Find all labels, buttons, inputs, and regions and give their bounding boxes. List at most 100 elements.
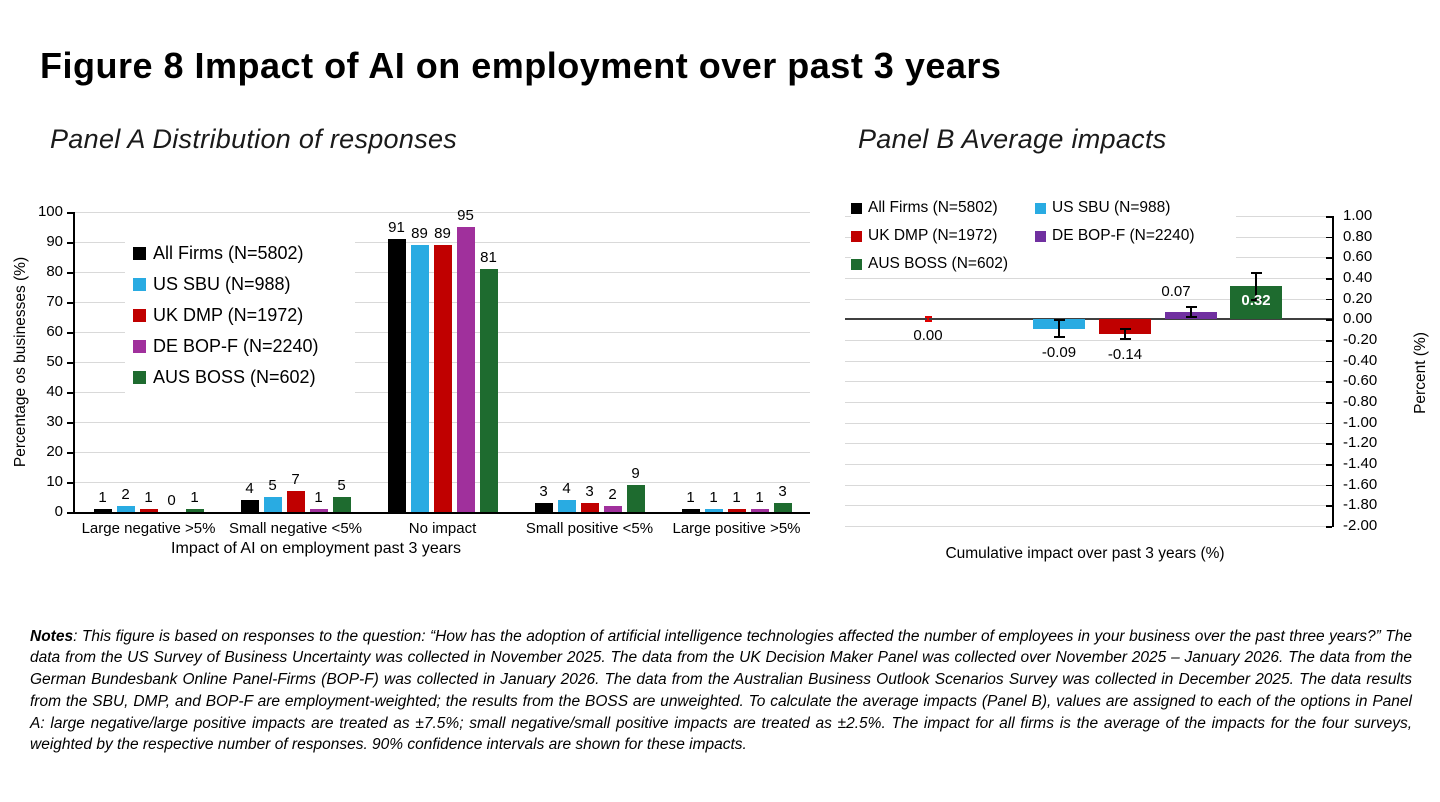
y-tick-label: -1.20 (1343, 434, 1378, 452)
bar (704, 509, 723, 512)
error-bar-cap (1250, 298, 1262, 301)
grid-line (845, 298, 1332, 300)
bar-value-label: 1 (144, 489, 153, 506)
legend-label: AUS BOSS (N=602) (153, 367, 316, 387)
bar-value-label: 7 (291, 471, 300, 488)
bar (332, 497, 351, 512)
panel-a-chart: 0 10 20 30 40 50 60 70 80 90 100 1 4 91 3 1 2 5 89 4 1 1 7 89 3 1… (38, 203, 810, 537)
bar-value-label: 5 (337, 477, 346, 494)
y-tick-label: -0.60 (1343, 372, 1378, 390)
y-tick-label: 20 (46, 443, 63, 460)
bar-value-label: 0.32 (1241, 292, 1271, 310)
y-tick-label: -0.80 (1343, 393, 1378, 410)
grid-line (845, 526, 1332, 527)
y-axis-tick (67, 302, 73, 304)
legend-item: US SBU (N=988) (133, 269, 355, 300)
y-axis-tick (67, 332, 73, 334)
grid-line (845, 484, 1332, 486)
y-axis-tick (67, 452, 73, 454)
bar-value-label: 3 (778, 483, 787, 500)
bar-value-label: 2 (608, 486, 617, 503)
y-axis-tick (1326, 216, 1332, 218)
panel-b-heading: Panel B Average impacts (858, 124, 1167, 154)
legend-label: DE BOP-F (N=2240) (1052, 227, 1195, 244)
grid-line (845, 340, 1332, 341)
y-axis-tick (1326, 505, 1332, 507)
y-tick-label: 50 (46, 353, 63, 370)
category-label: Small positive <5% (525, 520, 654, 537)
y-tick-label: 70 (46, 293, 63, 310)
legend-label: AUS BOSS (N=602) (868, 255, 1008, 272)
legend-label: All Firms (N=5802) (153, 243, 304, 263)
y-axis-tick (1326, 422, 1332, 425)
legend-label: DE BOP-F (N=2240) (153, 336, 319, 356)
legend-label: US SBU (N=988) (1052, 199, 1171, 216)
bar (240, 500, 259, 512)
bar (433, 245, 452, 512)
bar-value-label: 1 (686, 489, 695, 506)
bar (681, 509, 700, 512)
legend-item: All Firms (N=5802) (133, 238, 355, 269)
y-tick-label: -0.40 (1343, 351, 1378, 369)
bar-value-label: 4 (562, 480, 571, 497)
bar-value-label: 1 (755, 489, 764, 506)
bar (286, 491, 305, 512)
legend-item: UK DMP (N=1972) (133, 300, 355, 331)
bar (309, 509, 328, 512)
bar-value-label: 5 (268, 477, 277, 494)
category-label: Large negative >5% (81, 520, 216, 537)
bar (750, 509, 769, 512)
panel-a-x-axis-title: Impact of AI on employment past 3 years (171, 540, 461, 557)
y-axis-tick (1326, 526, 1332, 528)
bar (626, 485, 645, 512)
legend-swatch (133, 340, 146, 353)
legend-item: US SBU (N=988) (1035, 194, 1170, 222)
bar (1099, 319, 1151, 334)
error-bar-cap (1053, 335, 1065, 338)
legend-item: UK DMP (N=1972) (851, 222, 997, 250)
grid-line (75, 212, 810, 213)
figure-title: Figure 8 Impact of AI on employment over… (40, 45, 1002, 86)
bar-value-label: 89 (434, 225, 451, 242)
bar-value-label: 0.07 (1161, 282, 1191, 300)
error-bar-cap (1185, 316, 1197, 319)
y-tick-label: 30 (46, 413, 63, 430)
error-bar-line (1124, 328, 1126, 339)
legend-swatch (133, 309, 146, 322)
y-axis-tick (67, 272, 73, 274)
y-axis-tick (1326, 381, 1332, 383)
bar-value-label: 89 (411, 225, 428, 242)
y-tick-label: 10 (46, 473, 63, 490)
y-tick-label: -1.60 (1343, 475, 1378, 493)
error-bar-cap (1119, 337, 1131, 340)
y-axis-tick (67, 422, 73, 424)
error-bar-line (1058, 320, 1060, 337)
zero-axis-line (845, 318, 1332, 321)
panel-b-chart: 1.00 0.80 0.60 0.40 0.20 0.00 -0.20 -0.40 -0.60 -… (845, 194, 1377, 534)
bar (773, 503, 792, 512)
error-bar-line (1255, 272, 1257, 300)
error-bar-cap (1053, 319, 1065, 322)
legend-label: UK DMP (N=1972) (868, 227, 998, 244)
bar (410, 245, 429, 512)
y-axis-tick (67, 242, 73, 244)
bar-value-label: -0.09 (1041, 343, 1077, 361)
bar (479, 269, 498, 512)
y-tick-label: 80 (46, 263, 63, 280)
error-bar-cap (924, 316, 932, 319)
y-tick-label: 40 (46, 383, 63, 400)
bar (534, 503, 553, 512)
bar (116, 506, 135, 512)
bar-value-label: 95 (457, 207, 474, 224)
bar (185, 509, 204, 512)
y-tick-label: 60 (46, 323, 63, 340)
legend-swatch (1035, 202, 1046, 214)
y-tick-label: -1.00 (1343, 413, 1378, 431)
y-axis-tick (67, 212, 73, 214)
grid-line (75, 242, 810, 243)
bar (387, 239, 406, 512)
y-tick-label: -1.40 (1343, 455, 1378, 472)
panel-b-y-axis-title: Percent (%) (1412, 332, 1429, 414)
bar-value-label: 3 (585, 483, 594, 500)
